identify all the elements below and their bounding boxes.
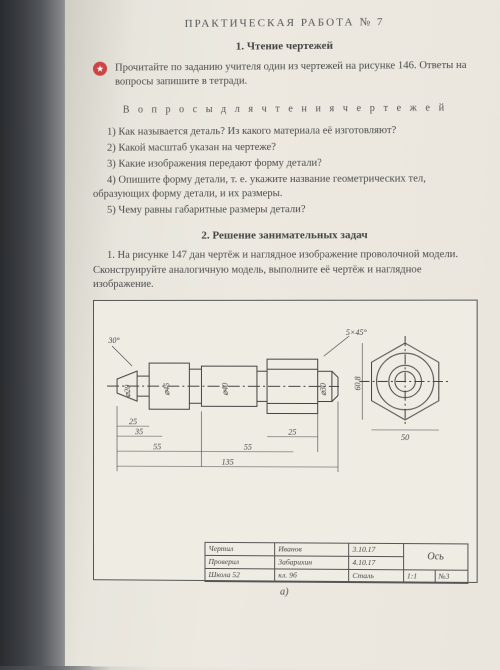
technical-drawing-frame: 30° 5×45° 25 35 55 55 25 135 ⌀20 ⌀45 ⌀40…: [93, 300, 478, 583]
tb-scale: 1:1: [403, 570, 434, 583]
section-1-title: 1. Чтение чертежей: [93, 37, 478, 55]
book-spine: [0, 0, 70, 666]
dim-d1: ⌀20: [123, 385, 132, 398]
dim-35: 35: [134, 427, 143, 436]
tb-check-name: Забарихин: [275, 556, 349, 570]
dim-angle30: 30°: [107, 336, 120, 345]
tb-number: №3: [435, 570, 468, 584]
intro-text: Прочитайте по заданию учителя один из че…: [115, 58, 478, 89]
question-2: 2) Какой масштаб указан на чертеже?: [93, 139, 478, 155]
shaft-drawing-svg: 30° 5×45° 25 35 55 55 25 135 ⌀20 ⌀45 ⌀40…: [102, 311, 466, 493]
tb-drew-name: Иванов: [275, 543, 349, 557]
tb-part-name: Ось: [403, 543, 468, 570]
question-1: 1) Как называется деталь? Из какого мате…: [93, 123, 478, 140]
textbook-page: ПРАКТИЧЕСКАЯ РАБОТА № 7 1. Чтение чертеж…: [65, 0, 500, 670]
tb-material: Сталь: [349, 570, 403, 584]
figure-caption: а): [93, 584, 478, 600]
dim-d2: ⌀45: [162, 383, 171, 396]
dim-d3: ⌀40: [221, 383, 230, 396]
question-4: 4) Опишите форму детали, т. е. укажите н…: [93, 172, 478, 202]
dim-25b: 25: [288, 428, 296, 437]
questions-header: В о п р о с ы д л я ч т е н и я ч е р т …: [93, 101, 478, 117]
question-list: 1) Как называется деталь? Из какого мате…: [93, 123, 478, 218]
intro-row: ★ Прочитайте по заданию учителя один из …: [93, 58, 478, 95]
star-badge-icon: ★: [93, 61, 107, 75]
dim-d4: ⌀30: [319, 383, 328, 396]
tb-check-date: 4.10.17: [349, 556, 403, 570]
tb-class: кл. 9б: [275, 569, 349, 583]
dim-135: 135: [222, 457, 234, 466]
dim-55a: 55: [153, 442, 161, 451]
drawing-views: 30° 5×45° 25 35 55 55 25 135 ⌀20 ⌀45 ⌀40…: [102, 311, 468, 493]
dim-chamfer: 5×45°: [346, 328, 368, 337]
question-3: 3) Какие изображения передают форму дета…: [93, 156, 478, 172]
section-2-title: 2. Решение занимательных задач: [93, 227, 478, 243]
drawing-title-block: Чертил Иванов 3.10.17 Ось Проверил Забар…: [204, 542, 468, 584]
work-title: ПРАКТИЧЕСКАЯ РАБОТА № 7: [93, 14, 478, 32]
dim-hex-h: 60,8: [353, 376, 362, 390]
tb-drew-date: 3.10.17: [349, 543, 403, 557]
tb-check-label: Проверил: [205, 555, 275, 569]
dim-25a: 25: [129, 417, 137, 426]
dim-hex-w: 50: [401, 433, 409, 442]
dim-55b: 55: [244, 442, 252, 451]
tb-school: Школа 52: [205, 569, 275, 583]
question-5: 5) Чему равны габаритные размеры детали?: [93, 203, 478, 219]
tb-drew-label: Чертил: [205, 542, 275, 556]
task-1-text: 1. На рисунке 147 дан чертёж и наглядное…: [93, 248, 478, 291]
